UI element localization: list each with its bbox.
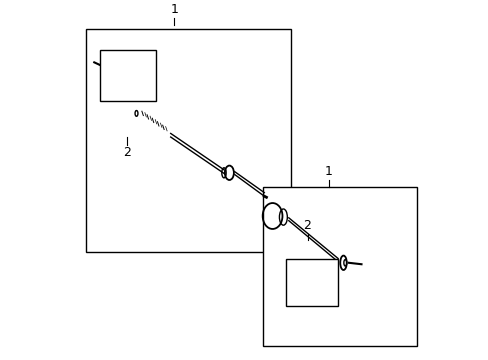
Text: 1: 1 [170,3,178,16]
Bar [86,29,291,252]
Text: 2: 2 [123,146,131,159]
Text: 2: 2 [303,219,311,232]
Polygon shape [224,166,233,179]
Bar [262,187,416,346]
Text: 1: 1 [325,165,332,178]
Bar [285,259,337,306]
Bar [101,50,156,101]
